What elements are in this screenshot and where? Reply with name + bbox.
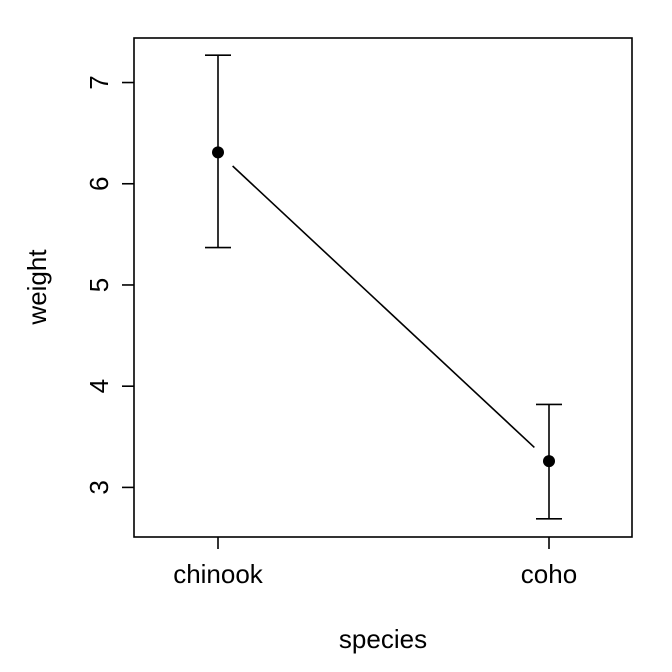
- x-axis: chinook coho: [173, 537, 577, 589]
- x-tick-label: chinook: [173, 559, 264, 589]
- y-tick-label: 5: [84, 278, 114, 292]
- x-tick-label: coho: [521, 559, 577, 589]
- data-point: [212, 146, 224, 159]
- y-axis-title: weight: [22, 249, 52, 326]
- y-tick-label: 6: [84, 177, 114, 191]
- y-tick-label: 7: [84, 75, 114, 89]
- data-point: [543, 455, 555, 468]
- y-tick-label: 4: [84, 379, 114, 393]
- y-tick-label: 3: [84, 480, 114, 494]
- y-axis: 3 4 5 6 7: [84, 75, 134, 495]
- data-marks: [205, 54, 562, 520]
- series-line: [232, 165, 535, 449]
- plot-frame: [133, 37, 633, 538]
- x-axis-title: species: [339, 624, 427, 654]
